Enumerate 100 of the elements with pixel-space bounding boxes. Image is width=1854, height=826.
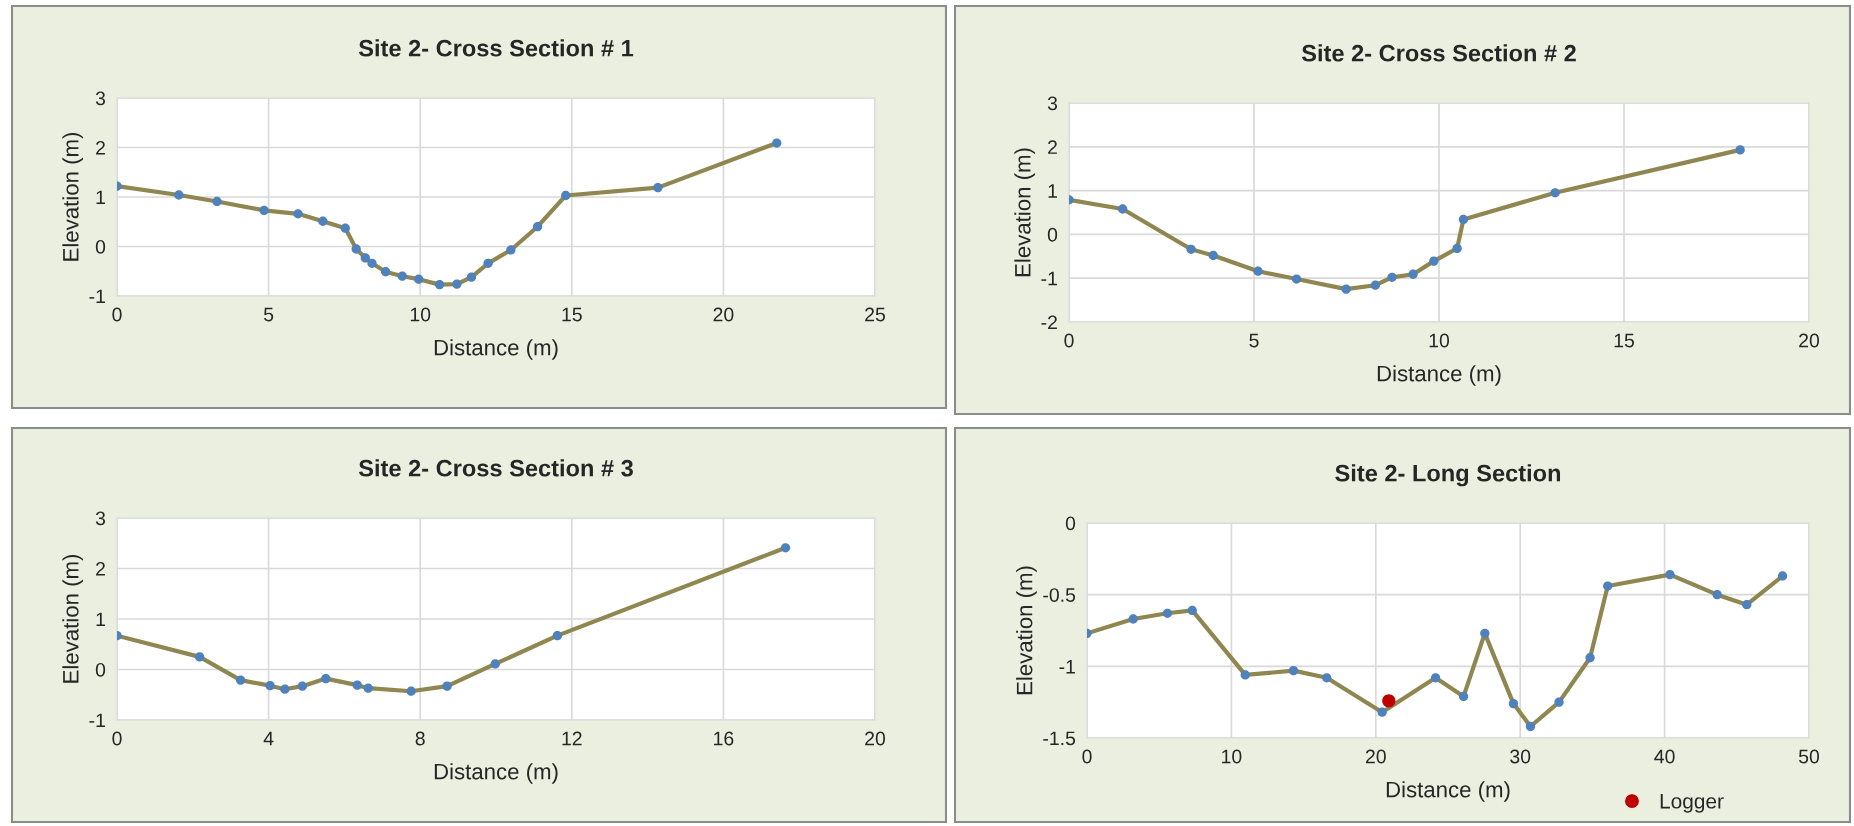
point bbox=[351, 244, 361, 254]
point bbox=[340, 223, 350, 233]
y-tick-label: 2 bbox=[96, 561, 105, 576]
y-tick-label: -1 bbox=[1041, 271, 1057, 286]
point bbox=[1603, 581, 1613, 591]
x-tick-label: 0 bbox=[112, 307, 122, 322]
point bbox=[1429, 256, 1439, 266]
y-axis-title: Elevation (m) bbox=[62, 554, 84, 683]
point bbox=[360, 253, 370, 263]
point bbox=[321, 673, 331, 684]
point bbox=[1288, 665, 1299, 676]
x-tick-label: 10 bbox=[1429, 333, 1450, 348]
x-tick-label: 25 bbox=[865, 307, 885, 322]
point bbox=[1525, 721, 1536, 732]
point bbox=[1253, 266, 1263, 276]
point bbox=[1186, 244, 1196, 254]
y-tick-label: 1 bbox=[1048, 184, 1057, 198]
legend-label: Logger bbox=[1660, 794, 1724, 813]
point bbox=[772, 138, 782, 148]
x-tick-label: 30 bbox=[1510, 749, 1531, 764]
x-tick-label: 10 bbox=[410, 307, 431, 322]
point bbox=[352, 680, 362, 690]
point bbox=[406, 686, 416, 696]
point bbox=[1508, 698, 1519, 709]
point bbox=[1162, 608, 1173, 618]
x-axis-title: Distance (m) bbox=[434, 339, 558, 360]
y-tick-label: 1 bbox=[96, 190, 105, 205]
x-tick-label: 5 bbox=[1249, 333, 1259, 348]
point bbox=[212, 196, 222, 207]
y-tick-label: 3 bbox=[95, 511, 106, 526]
point bbox=[1742, 600, 1752, 610]
y-tick-label: -1 bbox=[1059, 660, 1075, 674]
point bbox=[235, 675, 246, 685]
chart-title: Site 2- Long Section bbox=[1335, 464, 1561, 487]
x-tick-label: 15 bbox=[562, 307, 582, 322]
point bbox=[483, 258, 493, 268]
x-tick-label: 20 bbox=[1365, 749, 1386, 764]
point bbox=[1550, 188, 1560, 198]
y-tick-label: -0.5 bbox=[1043, 588, 1076, 602]
point bbox=[506, 245, 516, 255]
y-tick-label: 0 bbox=[1065, 516, 1076, 531]
point bbox=[1777, 571, 1788, 581]
point bbox=[1208, 250, 1218, 261]
point bbox=[280, 684, 290, 694]
point bbox=[1430, 673, 1441, 683]
point bbox=[1712, 590, 1722, 600]
x-tick-label: 16 bbox=[714, 731, 734, 746]
point bbox=[1341, 284, 1351, 294]
point bbox=[442, 681, 452, 691]
point bbox=[1458, 214, 1469, 225]
y-tick-label: 2 bbox=[96, 140, 105, 155]
point bbox=[466, 272, 477, 282]
point bbox=[1370, 280, 1381, 290]
y-tick-label: 1 bbox=[96, 612, 105, 627]
y-tick-label: 3 bbox=[95, 91, 106, 106]
point bbox=[297, 681, 307, 691]
point bbox=[1117, 204, 1128, 214]
x-tick-label: 20 bbox=[1799, 333, 1820, 348]
point bbox=[1128, 614, 1138, 624]
y-axis-title: Elevation (m) bbox=[62, 132, 84, 261]
chart-title: Site 2- Cross Section # 1 bbox=[358, 39, 634, 57]
point bbox=[1382, 694, 1396, 708]
point bbox=[1735, 145, 1745, 155]
y-tick-label: 3 bbox=[1047, 96, 1058, 111]
chart-title: Site 2- Cross Section # 2 bbox=[1301, 44, 1576, 62]
y-tick-label: -1.5 bbox=[1043, 731, 1076, 746]
point bbox=[561, 190, 571, 201]
x-tick-label: 50 bbox=[1798, 749, 1820, 764]
x-tick-label: 10 bbox=[1222, 749, 1242, 764]
point bbox=[1665, 569, 1675, 580]
x-tick-label: 5 bbox=[263, 307, 274, 322]
point bbox=[532, 222, 543, 232]
point bbox=[380, 267, 391, 277]
x-tick-label: 4 bbox=[263, 731, 274, 746]
point bbox=[259, 205, 269, 216]
x-tick-label: 0 bbox=[1082, 749, 1092, 764]
x-tick-label: 8 bbox=[415, 731, 425, 746]
point bbox=[653, 182, 663, 193]
x-tick-label: 12 bbox=[562, 731, 582, 746]
point bbox=[490, 659, 500, 669]
point bbox=[552, 631, 563, 641]
y-tick-label: 0 bbox=[95, 239, 106, 254]
point bbox=[1291, 274, 1302, 284]
point bbox=[293, 209, 303, 219]
y-tick-label: -2 bbox=[1041, 315, 1057, 330]
point bbox=[363, 683, 373, 693]
point bbox=[1585, 653, 1595, 663]
x-axis-title: Distance (m) bbox=[1377, 365, 1501, 386]
x-tick-label: 20 bbox=[713, 307, 734, 322]
point bbox=[1452, 243, 1462, 254]
y-tick-label: 2 bbox=[1048, 140, 1057, 154]
point bbox=[397, 271, 407, 281]
y-axis-title: Elevation (m) bbox=[1016, 566, 1037, 695]
point bbox=[452, 279, 462, 289]
y-tick-label: 0 bbox=[95, 662, 106, 677]
x-axis-title: Distance (m) bbox=[434, 763, 558, 784]
point bbox=[1458, 691, 1469, 702]
y-tick-label: 0 bbox=[1047, 227, 1058, 242]
point bbox=[780, 543, 791, 553]
point bbox=[1187, 605, 1197, 616]
